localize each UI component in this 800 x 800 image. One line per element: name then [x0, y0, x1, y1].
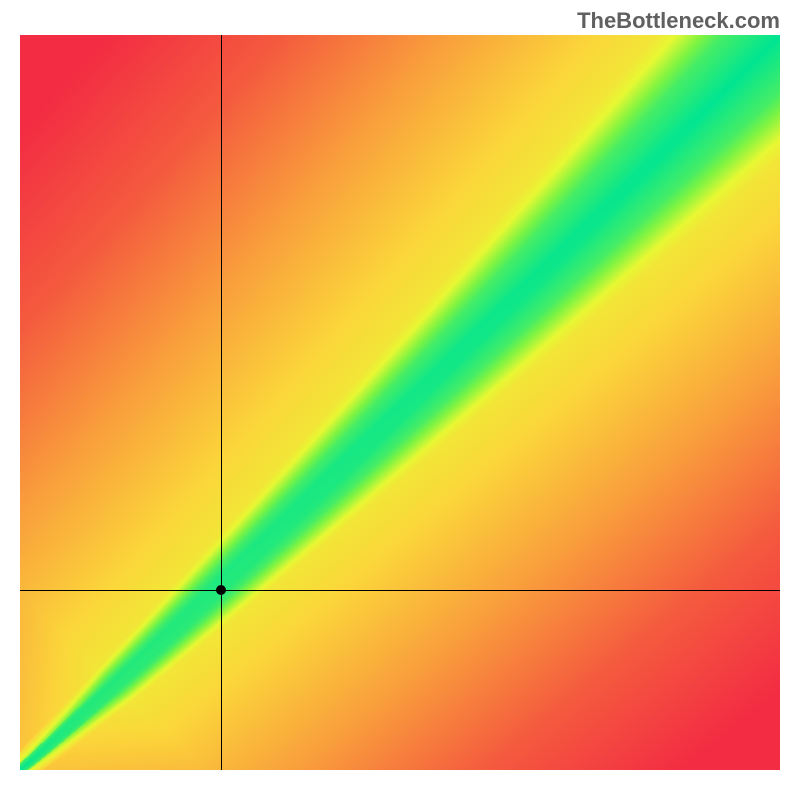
crosshair-horizontal — [20, 590, 780, 591]
heatmap-canvas — [20, 35, 780, 770]
heatmap-plot — [20, 35, 780, 770]
watermark-text: TheBottleneck.com — [577, 8, 780, 34]
crosshair-vertical — [221, 35, 222, 770]
crosshair-marker — [216, 585, 226, 595]
